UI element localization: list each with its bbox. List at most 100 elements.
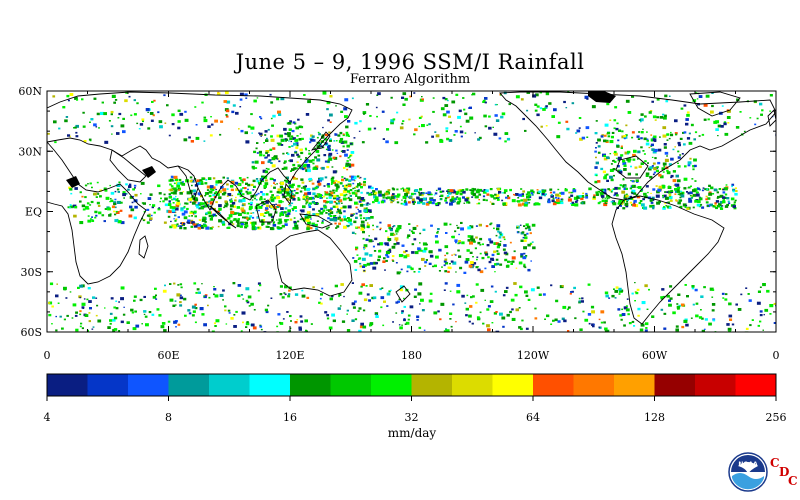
rain-pixel [662,194,664,197]
rain-pixel [474,132,476,134]
rain-pixel [335,227,338,229]
rain-pixel [305,148,308,151]
rain-pixel [147,111,149,113]
rain-pixel [177,284,180,286]
rain-pixel [343,215,346,218]
rain-pixel [332,205,336,208]
rain-pixel [474,247,477,250]
rain-pixel [381,110,385,113]
rain-pixel [479,311,482,314]
rain-pixel [366,222,369,224]
rain-pixel [479,270,484,274]
rain-pixel [458,240,461,243]
rain-pixel [89,182,92,185]
rain-pixel [526,225,531,229]
rain-pixel [95,214,98,217]
rain-pixel [264,170,269,174]
rain-pixel [299,166,304,170]
rain-pixel [422,242,427,246]
rain-pixel [665,205,667,207]
rain-pixel [613,288,615,290]
rain-pixel [332,215,336,218]
rain-pixel [717,124,722,128]
rain-pixel [335,149,338,152]
rain-pixel [418,282,423,286]
rain-pixel [500,94,502,96]
rain-pixel [310,218,312,220]
rain-pixel [643,153,646,155]
rain-pixel [396,111,399,114]
rain-pixel [109,312,113,315]
rain-pixel [284,132,287,135]
rain-pixel [292,121,296,124]
rain-pixel [644,329,648,332]
rain-pixel [664,202,667,205]
rain-pixel [247,125,251,128]
rain-pixel [272,196,276,200]
rain-pixel [404,323,407,325]
rain-pixel [423,197,427,201]
rain-pixel [230,210,235,214]
rain-pixel [53,120,57,124]
rain-pixel [458,255,462,258]
rain-pixel [545,125,548,127]
rain-pixel [580,195,585,199]
rain-pixel [311,182,315,185]
rain-pixel [648,111,652,114]
rain-pixel [276,134,280,138]
rain-pixel [292,163,296,167]
rain-pixel [344,115,348,119]
rain-pixel [694,288,698,292]
rain-pixel [608,189,612,192]
rain-pixel [627,313,630,316]
rain-pixel [645,172,650,176]
rain-pixel [652,207,655,210]
rain-pixel [503,191,506,194]
rain-pixel [590,305,595,309]
rain-pixel [257,226,260,229]
rain-pixel [333,181,337,184]
rain-pixel [404,198,407,200]
rain-pixel [179,191,183,195]
coastline-madagascar [138,235,149,259]
rain-pixel [247,183,251,187]
rain-pixel [227,217,231,220]
rain-pixel [618,201,622,205]
rain-pixel [431,135,434,138]
rain-pixel [557,188,560,191]
rain-pixel [225,109,230,113]
rain-pixel [301,168,305,171]
rain-pixel [467,226,472,230]
rain-pixel [479,237,483,241]
rain-pixel [261,222,265,225]
rain-pixel [561,285,564,287]
rain-pixel [263,198,266,201]
rain-pixel [319,177,324,181]
rain-pixel [129,196,134,199]
rain-pixel [256,152,259,154]
rain-pixel [421,96,423,98]
rain-pixel [334,133,338,136]
rain-pixel [348,198,353,202]
rain-pixel [395,301,399,304]
rain-pixel [456,226,460,229]
rain-pixel [297,164,301,168]
rain-pixel [634,282,636,284]
rain-pixel [285,179,289,183]
rain-pixel [82,307,84,309]
rain-pixel [378,242,383,246]
rain-pixel [236,224,240,228]
rain-pixel [328,131,331,134]
rain-pixel [572,188,576,190]
rain-pixel [359,182,361,184]
rain-pixel [170,220,172,223]
lat-label: EQ [25,206,42,219]
rain-pixel [530,260,532,262]
rain-pixel [120,320,124,324]
rain-pixel [251,132,253,134]
rain-pixel [203,295,207,299]
rain-pixel [310,196,315,200]
rain-pixel [632,198,635,201]
rain-pixel [482,190,487,194]
rain-pixel [338,140,343,143]
